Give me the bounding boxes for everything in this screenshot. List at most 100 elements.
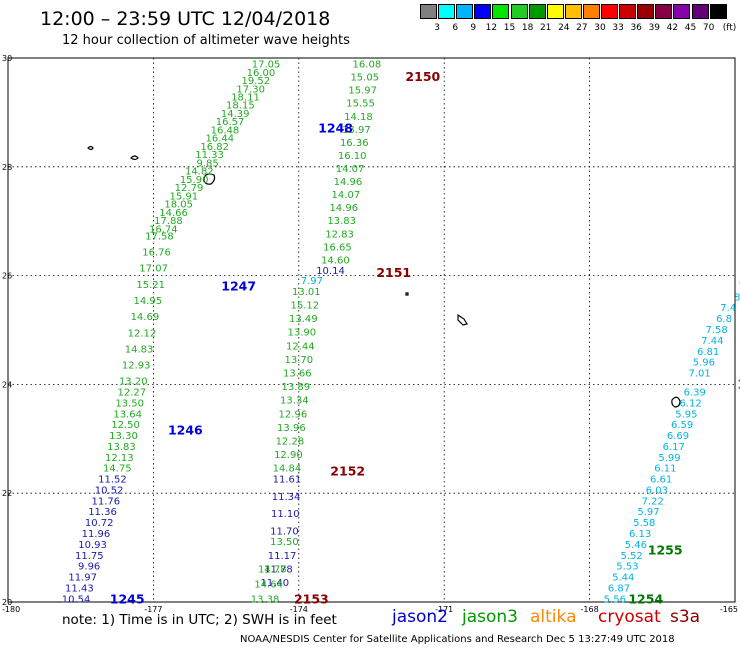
wave-height-value: 5.53	[616, 562, 638, 573]
legend-swatch	[637, 4, 655, 19]
wave-height-value: 14.95	[133, 296, 162, 307]
legend-label: 45	[684, 23, 697, 33]
wave-height-value: 18.15	[226, 101, 255, 112]
latitude-label: 26	[2, 272, 12, 281]
wave-height-value: 13.89	[282, 382, 311, 393]
legend-label: 15	[503, 23, 516, 33]
satellite-name: s3a	[670, 607, 701, 627]
pass-number-label: 1245	[110, 591, 145, 606]
wave-height-value: 12.44	[286, 341, 315, 352]
wave-height-value: 9.96	[78, 562, 100, 573]
satellite-name: jason3	[462, 607, 518, 627]
wave-height-value: 13.50	[270, 537, 299, 548]
legend-swatch	[564, 4, 582, 19]
longitude-label: -174	[290, 605, 308, 614]
wave-height-value: 14.07	[332, 190, 361, 201]
wave-height-value: 6.17	[663, 442, 685, 453]
pass-number-label: 1246	[168, 423, 203, 438]
legend-swatch	[510, 4, 528, 19]
wave-height-value: 10.14	[316, 266, 345, 277]
wave-height-value: 15.12	[290, 301, 319, 312]
longitude-label: -168	[581, 605, 599, 614]
island-outline	[203, 173, 216, 185]
wave-height-value: 11.96	[82, 529, 111, 540]
satellite-name: cryosat	[598, 607, 661, 627]
legend-swatch	[673, 4, 691, 19]
wave-height-value: 13.83	[327, 216, 356, 227]
wave-height-value: 12.28	[276, 437, 305, 448]
legend-swatch	[528, 4, 546, 19]
legend-swatch	[492, 4, 510, 19]
wave-height-value: 10.72	[85, 518, 114, 529]
wave-height-value: 13.01	[292, 287, 321, 298]
legend-label: 30	[594, 23, 606, 33]
wave-height-value: 10.52	[95, 485, 124, 496]
wave-height-value: 13.50	[115, 398, 144, 409]
latitude-label: 22	[2, 489, 12, 498]
map-subtitle: 12 hour collection of altimeter wave hei…	[62, 33, 350, 48]
map-title: 12:00 – 23:59 UTC 12/04/2018	[40, 8, 331, 30]
wave-height-value: 12.27	[117, 388, 146, 399]
wave-height-value: 14.96	[334, 177, 363, 188]
wave-height-value: 12.90	[274, 450, 303, 461]
wave-height-value: 14.39	[221, 109, 250, 120]
latitude-label: 30	[2, 54, 12, 63]
wave-height-value: 19.52	[241, 76, 270, 87]
wave-height-value: 12.50	[111, 420, 140, 431]
legend-label: 42	[666, 23, 679, 33]
wave-height-value: 18.11	[231, 92, 260, 103]
legend-label: 3	[434, 23, 440, 33]
wave-height-value: 5.56	[604, 594, 626, 605]
wave-height-value: 14.75	[103, 464, 132, 475]
wave-height-value: 14.96	[329, 203, 358, 214]
latitude-label: 24	[2, 380, 12, 389]
wave-height-value: 5.58	[633, 518, 655, 529]
wave-height-value: 6.8	[716, 314, 732, 325]
island-outline	[405, 292, 409, 296]
legend-label: 33	[612, 23, 624, 33]
latitude-label: 28	[2, 163, 12, 172]
wave-height-value: 6.12	[679, 398, 701, 409]
wave-height-value: 6.87	[608, 583, 630, 594]
wave-height-value: 11.97	[68, 573, 97, 584]
pass-number-label: 1247	[221, 278, 256, 293]
wave-height-value: 11.33	[195, 150, 224, 161]
wave-height-value: 15.91	[170, 191, 199, 202]
wave-height-value: 13.34	[280, 396, 309, 407]
wave-height-value: 14.18	[344, 112, 373, 123]
wave-height-value: 6.03	[646, 485, 668, 496]
satellite-name: jason2	[392, 607, 448, 627]
wave-height-value: 15.97	[348, 86, 377, 97]
longitude-label: -180	[2, 605, 20, 614]
wave-height-value: 14.66	[159, 208, 188, 219]
wave-height-value: 13.90	[287, 328, 316, 339]
island-outline	[87, 145, 94, 151]
legend-swatch	[420, 4, 437, 19]
satellite-name: altika	[530, 607, 577, 627]
wave-height-value: 11.36	[88, 507, 117, 518]
legend-label: 21	[539, 23, 552, 33]
wave-height-value: 12.83	[325, 229, 354, 240]
wave-height-value: 18.05	[164, 200, 193, 211]
wave-height-value: 16.10	[338, 151, 367, 162]
legend-swatch	[655, 4, 673, 19]
wave-height-value: 12.96	[279, 409, 308, 420]
wave-height-value: 16.48	[211, 125, 240, 136]
credit-line: NOAA/NESDIS Center for Satellite Applica…	[240, 634, 675, 645]
wave-height-value: 6.13	[629, 529, 651, 540]
wave-height-value: 5.97	[637, 507, 659, 518]
wave-height-value: 13.97	[342, 125, 371, 136]
wave-height-value: 12.93	[122, 361, 151, 372]
wave-height-value: 5.46	[625, 540, 647, 551]
wave-height-value: 17.88	[154, 216, 183, 227]
wave-height-value: 11.70	[270, 526, 299, 537]
wave-height-value: 13.96	[277, 423, 306, 434]
pass-number-label: 1254	[628, 591, 663, 606]
wave-height-value: 6.39	[684, 388, 706, 399]
wave-height-value: 14.07	[336, 164, 365, 175]
wave-height-value: 5.96	[693, 358, 715, 369]
pass-number-label: 2152	[330, 463, 365, 478]
wave-height-value: 11.76	[91, 496, 120, 507]
legend-label: 27	[576, 23, 588, 33]
wave-height-value: 6.11	[654, 464, 676, 475]
